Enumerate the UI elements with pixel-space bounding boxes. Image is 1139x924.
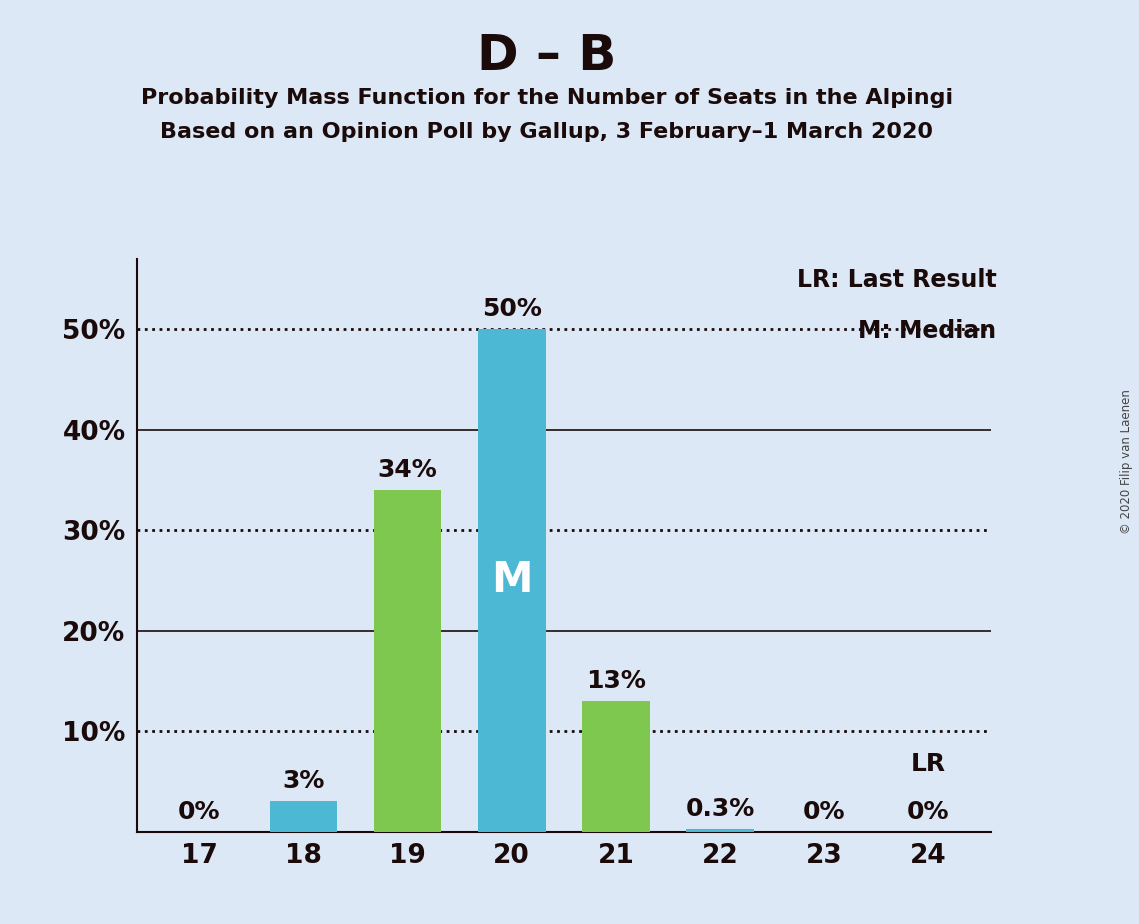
Text: M: Median: M: Median: [859, 319, 997, 343]
Text: 0.3%: 0.3%: [686, 796, 755, 821]
Text: M: M: [491, 559, 532, 602]
Text: Probability Mass Function for the Number of Seats in the Alpingi: Probability Mass Function for the Number…: [140, 88, 953, 108]
Text: 50%: 50%: [482, 297, 542, 321]
Text: © 2020 Filip van Laenen: © 2020 Filip van Laenen: [1121, 390, 1133, 534]
Bar: [582, 701, 649, 832]
Bar: [686, 829, 754, 832]
Bar: [270, 801, 337, 832]
Text: LR: LR: [911, 752, 947, 776]
Text: 0%: 0%: [178, 799, 221, 823]
Text: 3%: 3%: [282, 770, 325, 794]
Bar: [374, 490, 442, 832]
Bar: [478, 329, 546, 832]
Text: 0%: 0%: [803, 799, 845, 823]
Text: D – B: D – B: [477, 32, 616, 80]
Text: Based on an Opinion Poll by Gallup, 3 February–1 March 2020: Based on an Opinion Poll by Gallup, 3 Fe…: [161, 122, 933, 142]
Text: LR: Last Result: LR: Last Result: [797, 268, 997, 292]
Text: 13%: 13%: [585, 669, 646, 693]
Text: 34%: 34%: [378, 457, 437, 481]
Text: 0%: 0%: [907, 799, 950, 823]
